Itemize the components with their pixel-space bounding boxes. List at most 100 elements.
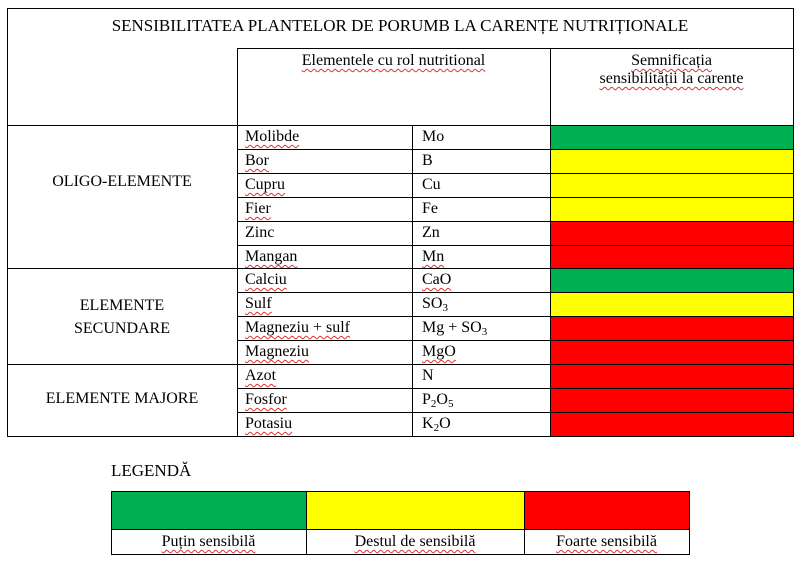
element-name-text: Azot bbox=[245, 367, 277, 384]
header-meaning-line2: sensibilității la carente bbox=[599, 70, 744, 87]
sensitivity-swatch bbox=[550, 149, 793, 173]
element-symbol: N bbox=[422, 367, 434, 385]
grid-hline bbox=[7, 436, 794, 437]
element-symbol-text: Fe bbox=[422, 200, 438, 217]
legend-label-text: Puțin sensibilă bbox=[161, 533, 256, 550]
element-symbol-subscript: 2 bbox=[430, 398, 437, 410]
grid-hline bbox=[237, 149, 794, 150]
element-symbol: Zn bbox=[422, 224, 440, 242]
element-name-text: Magneziu bbox=[245, 343, 309, 360]
element-symbol-text: N bbox=[422, 367, 434, 384]
element-name: Fier bbox=[245, 200, 271, 218]
element-name-text: Molibde bbox=[245, 128, 300, 145]
header-meaning-line1: Semnificația bbox=[631, 52, 712, 69]
element-symbol: MgO bbox=[422, 343, 456, 361]
element-symbol-text: Mn bbox=[422, 248, 445, 265]
element-name-text: Zinc bbox=[245, 224, 275, 241]
legend-swatch bbox=[524, 491, 689, 529]
element-symbol-text: P2O5 bbox=[422, 391, 454, 410]
group-secondary-label: ELEMENTE SECUNDARE bbox=[7, 294, 237, 340]
sensitivity-swatch bbox=[550, 364, 793, 388]
sensitivity-swatch bbox=[550, 197, 793, 221]
grid-hline bbox=[237, 412, 794, 413]
grid-vline bbox=[7, 8, 8, 437]
group-oligo-text: OLIGO-ELEMENTE bbox=[52, 173, 192, 190]
element-symbol-text: MgO bbox=[422, 343, 456, 360]
element-symbol-text: Cu bbox=[422, 176, 441, 193]
element-name-text: Sulf bbox=[245, 295, 272, 312]
element-symbol-text: Mo bbox=[422, 128, 445, 145]
element-symbol-text: Mg + SO3 bbox=[422, 319, 488, 338]
sensitivity-swatch bbox=[550, 316, 793, 340]
table-title-text: SENSIBILITATEA PLANTELOR DE PORUMB LA CA… bbox=[111, 16, 689, 35]
group-secondary-line1: ELEMENTE bbox=[79, 297, 165, 314]
sensitivity-swatch bbox=[550, 268, 793, 292]
legend-vline bbox=[524, 491, 525, 555]
element-symbol-text: K2O bbox=[422, 415, 451, 434]
group-major-text: ELEMENTE MAJORE bbox=[45, 390, 199, 407]
grid-hline bbox=[237, 316, 794, 317]
element-symbol: SO3 bbox=[422, 295, 448, 317]
element-symbol-subscript: 3 bbox=[442, 302, 448, 314]
header-elements-text: Elementele cu rol nutritional bbox=[301, 52, 486, 69]
element-symbol-subscript: 2 bbox=[433, 422, 440, 434]
element-name-text: Fier bbox=[245, 200, 271, 217]
grid-vline bbox=[237, 48, 238, 437]
element-name: Calciu bbox=[245, 271, 287, 289]
legend-label: Destul de sensibilă bbox=[306, 533, 524, 551]
element-name-text: Calciu bbox=[245, 271, 287, 288]
legend-vline bbox=[306, 491, 307, 555]
grid-hline bbox=[237, 197, 794, 198]
element-name-text: Fosfor bbox=[245, 391, 287, 408]
legend-label: Foarte sensibilă bbox=[524, 533, 689, 551]
table-title: SENSIBILITATEA PLANTELOR DE PORUMB LA CA… bbox=[7, 8, 793, 48]
legend-label-text: Foarte sensibilă bbox=[556, 533, 657, 550]
sensitivity-swatch bbox=[550, 245, 793, 268]
element-symbol: Mg + SO3 bbox=[422, 319, 487, 341]
element-name-text: Cupru bbox=[245, 176, 285, 193]
element-symbol: Fe bbox=[422, 200, 438, 218]
header-meaning: Semnificația sensibilității la carente bbox=[550, 48, 793, 125]
sensitivity-swatch bbox=[550, 412, 793, 436]
element-name: Cupru bbox=[245, 176, 285, 194]
element-name: Azot bbox=[245, 367, 276, 385]
element-name: Magneziu + sulf bbox=[245, 319, 350, 337]
legend-label: Puțin sensibilă bbox=[111, 533, 306, 551]
element-name: Magneziu bbox=[245, 343, 309, 361]
element-name: Mangan bbox=[245, 248, 297, 266]
element-symbol-text: SO3 bbox=[422, 295, 448, 314]
grid-hline bbox=[237, 340, 794, 341]
element-name-text: Potasiu bbox=[245, 415, 293, 432]
sensitivity-swatch bbox=[550, 221, 793, 245]
element-name: Sulf bbox=[245, 295, 272, 313]
element-name-text: Bor bbox=[245, 152, 269, 169]
legend-vline bbox=[111, 491, 112, 555]
element-name: Zinc bbox=[245, 224, 274, 242]
element-symbol-text: CaO bbox=[422, 271, 452, 288]
grid-hline bbox=[7, 8, 794, 9]
element-symbol-subscript: 3 bbox=[481, 326, 488, 338]
grid-vline bbox=[412, 125, 413, 437]
element-name: Fosfor bbox=[245, 391, 287, 409]
sensitivity-swatch bbox=[550, 125, 793, 149]
sensitivity-swatch bbox=[550, 173, 793, 197]
element-symbol: K2O bbox=[422, 415, 451, 437]
grid-hline bbox=[7, 364, 794, 365]
element-symbol: P2O5 bbox=[422, 391, 453, 413]
element-symbol-subscript: 5 bbox=[447, 398, 454, 410]
sensitivity-swatch bbox=[550, 292, 793, 316]
element-symbol-text: Zn bbox=[422, 224, 440, 241]
element-name: Potasiu bbox=[245, 415, 292, 433]
sensitivity-swatch bbox=[550, 388, 793, 412]
group-secondary-line2: SECUNDARE bbox=[73, 320, 170, 337]
element-symbol-text: B bbox=[422, 152, 433, 169]
group-oligo-label: OLIGO-ELEMENTE bbox=[7, 173, 237, 191]
grid-hline bbox=[237, 48, 794, 49]
grid-hline bbox=[237, 292, 794, 293]
grid-hline bbox=[237, 245, 794, 246]
legend-swatch bbox=[111, 491, 306, 529]
grid-hline bbox=[237, 221, 794, 222]
legend-hline bbox=[111, 554, 690, 555]
grid-hline bbox=[7, 125, 794, 126]
element-symbol: Mo bbox=[422, 128, 444, 146]
